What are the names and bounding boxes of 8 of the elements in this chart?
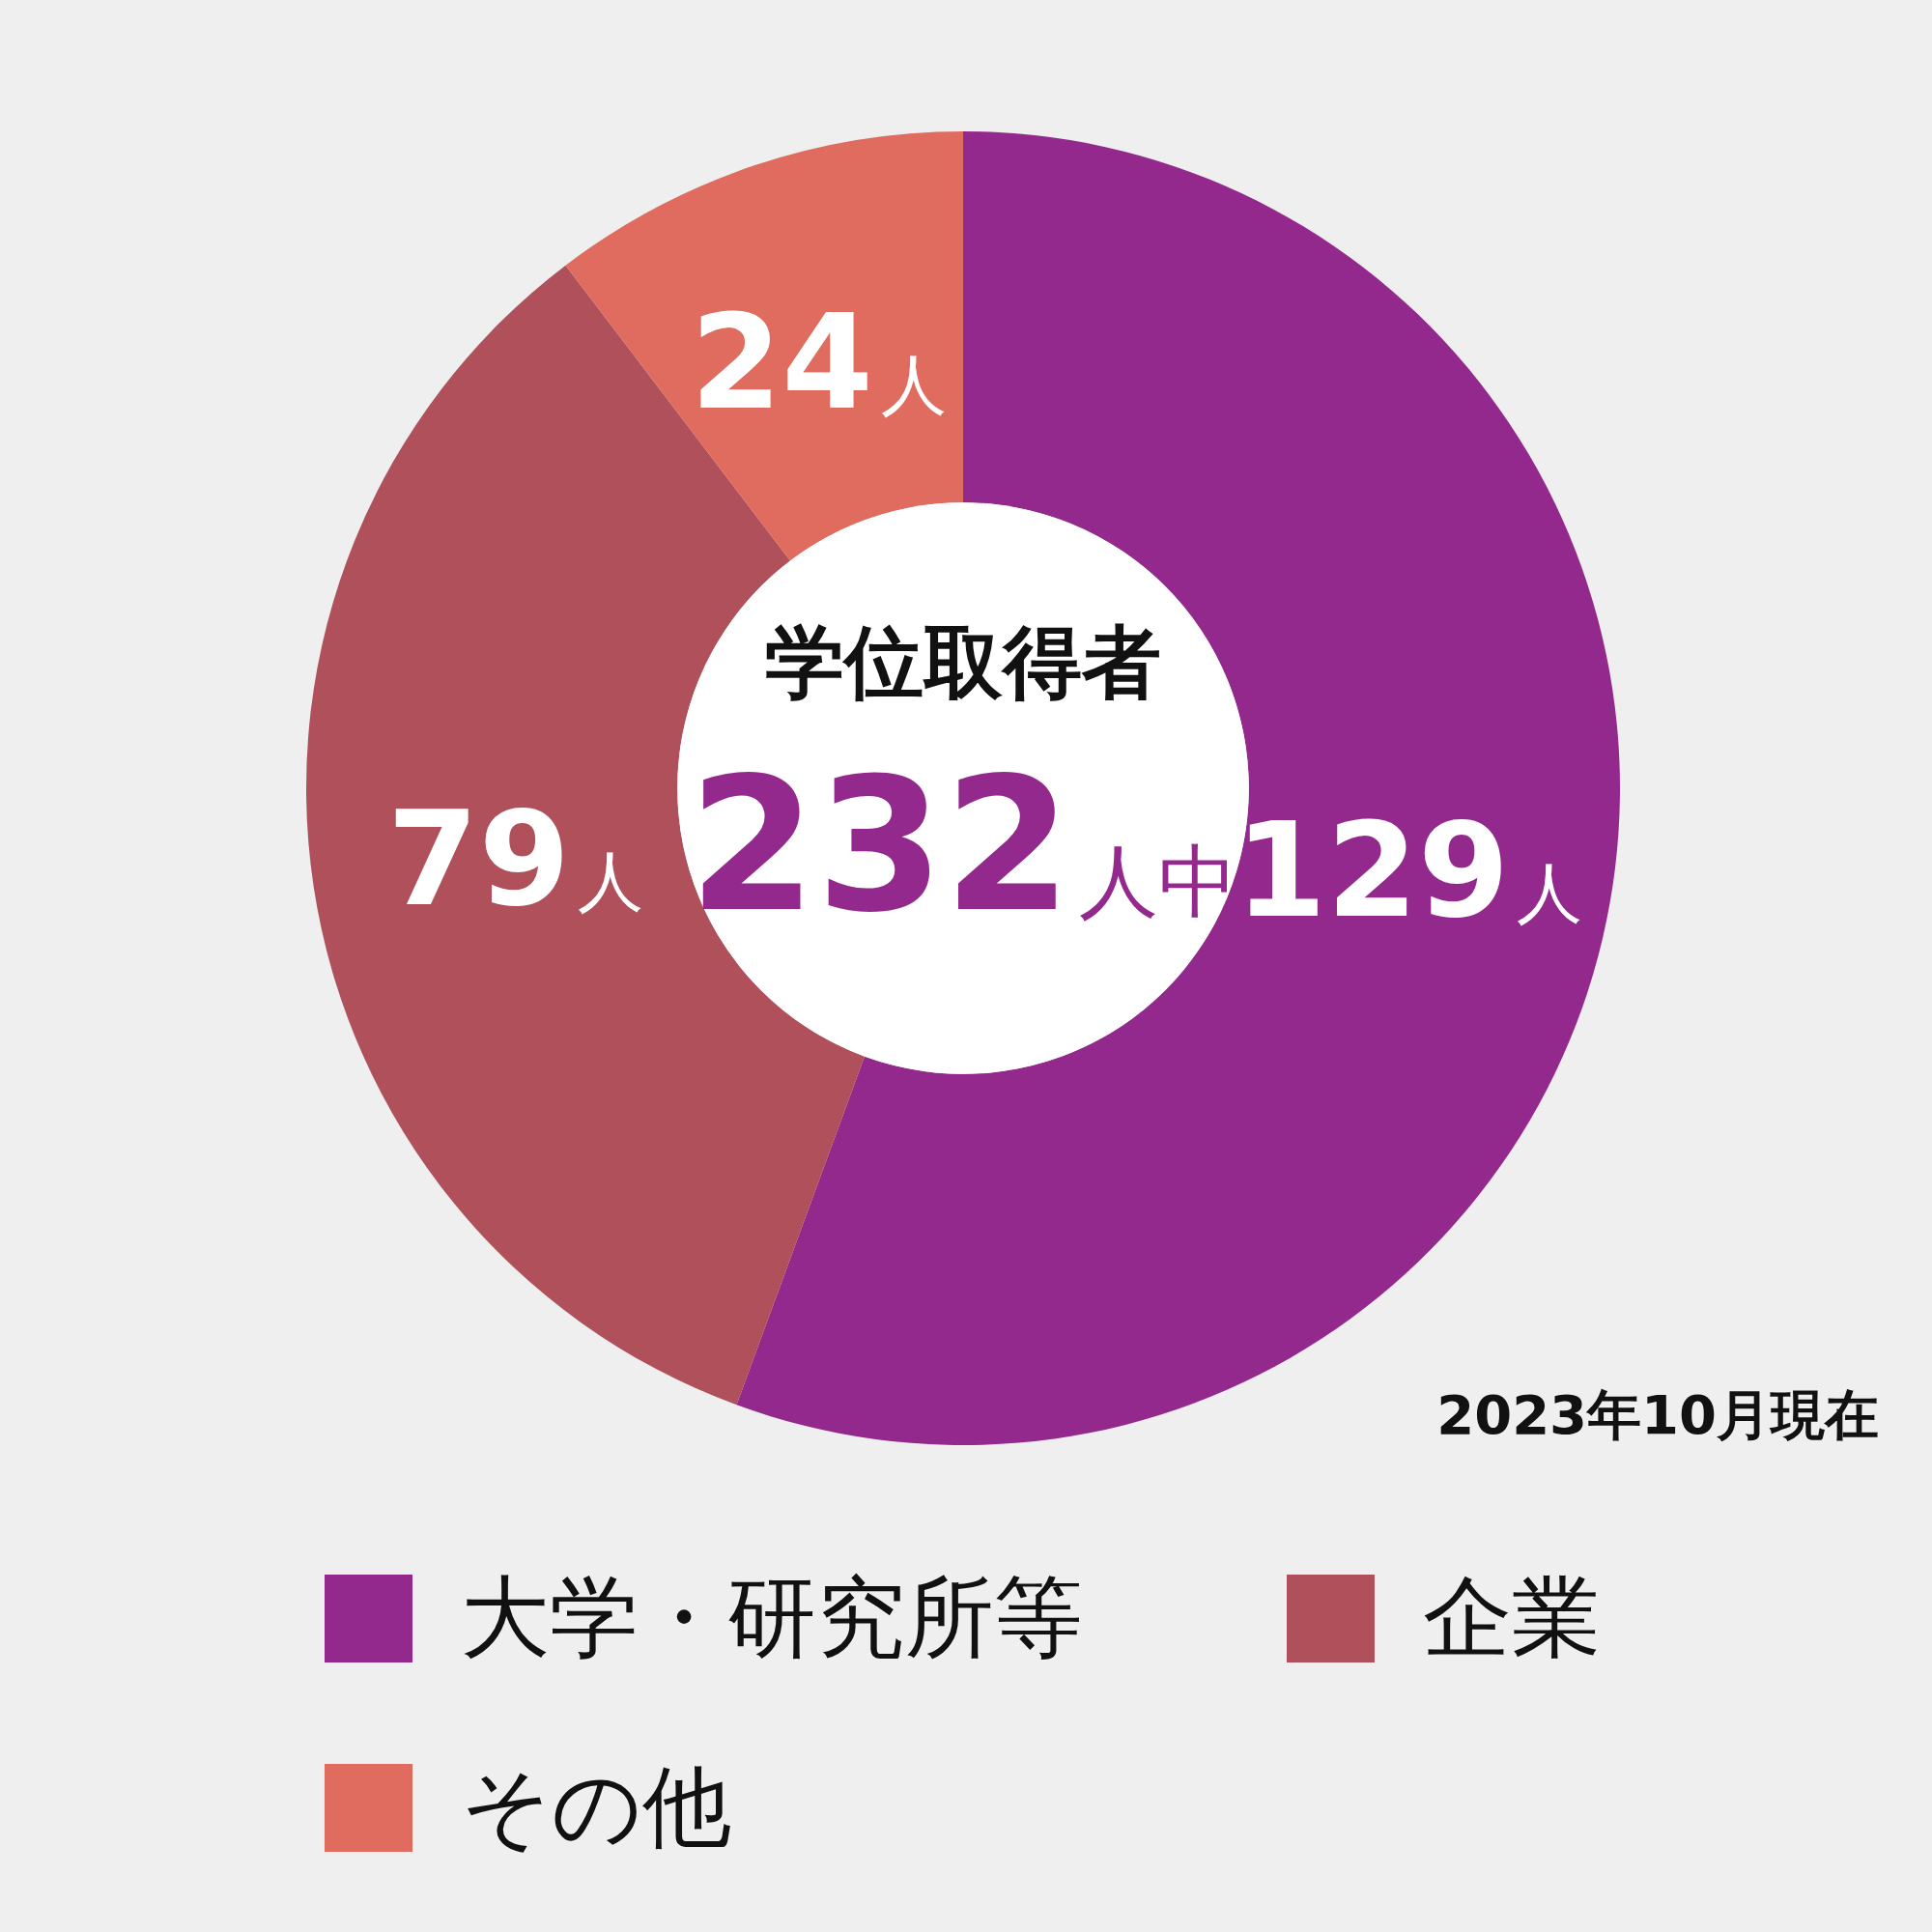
data-label: 129人: [1235, 794, 1583, 948]
data-label: 79人: [386, 781, 644, 935]
data-label: 24人: [690, 285, 947, 439]
legend-label: その他: [461, 1754, 731, 1861]
legend-label: 大学・研究所等: [461, 1565, 1083, 1671]
legend-label: 企業: [1423, 1565, 1601, 1671]
text: 学位取得者: [765, 616, 1161, 709]
text: 2023年10月現在: [1436, 1382, 1879, 1448]
